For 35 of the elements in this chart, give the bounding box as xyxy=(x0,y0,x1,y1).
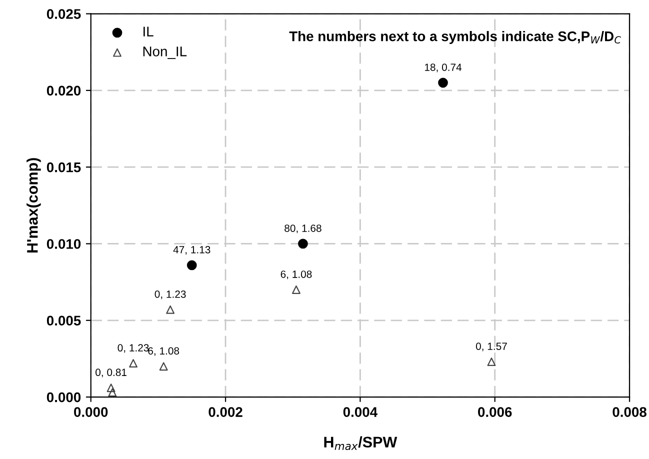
data-label: 0, 1.57 xyxy=(476,342,507,352)
data-label: 6, 1.08 xyxy=(280,270,312,280)
y-tick-label: 0.025 xyxy=(46,9,81,19)
legend-label: IL xyxy=(144,26,154,36)
data-label: 47, 1.13 xyxy=(173,246,210,255)
point xyxy=(298,238,308,249)
data-label: 80, 1.68 xyxy=(284,224,322,234)
data-label: 18, 0.74 xyxy=(424,64,462,72)
data-label: 6, 1.08 xyxy=(148,347,180,356)
data-label: 0, 1.23 xyxy=(118,344,149,353)
point xyxy=(106,384,116,392)
x-axis-title: H$_{max}$/SPW xyxy=(324,436,398,450)
y-tick-label: 0.015 xyxy=(46,162,81,172)
data-label: 0, 0.81 xyxy=(96,368,126,378)
y-tick-label: 0.000 xyxy=(46,392,81,402)
x-tick-label: 0.000 xyxy=(74,407,108,417)
point xyxy=(129,359,138,368)
point xyxy=(438,78,448,88)
y-tick-label: 0.020 xyxy=(46,86,81,96)
x-tick-label: 0.006 xyxy=(478,407,512,417)
y-tick-label: 0.005 xyxy=(46,316,81,326)
x-tick-label: 0.004 xyxy=(343,407,378,417)
point xyxy=(292,285,300,294)
legend-label: Non_IL xyxy=(143,46,187,59)
x-tick-label: 0.008 xyxy=(612,407,646,417)
point xyxy=(487,358,496,366)
annotation: The numbers next to a symbols indicate SC,P$_{W}$/D$_{C}$ xyxy=(289,31,621,44)
point xyxy=(108,388,117,397)
point xyxy=(186,260,197,270)
y-tick-label: 0.010 xyxy=(46,239,81,249)
y-axis-title: H'max(comp) xyxy=(26,158,41,252)
data-label: 0, 1.23 xyxy=(154,290,186,300)
point xyxy=(159,362,168,371)
x-tick-label: 0.002 xyxy=(208,407,242,417)
point xyxy=(166,305,175,314)
